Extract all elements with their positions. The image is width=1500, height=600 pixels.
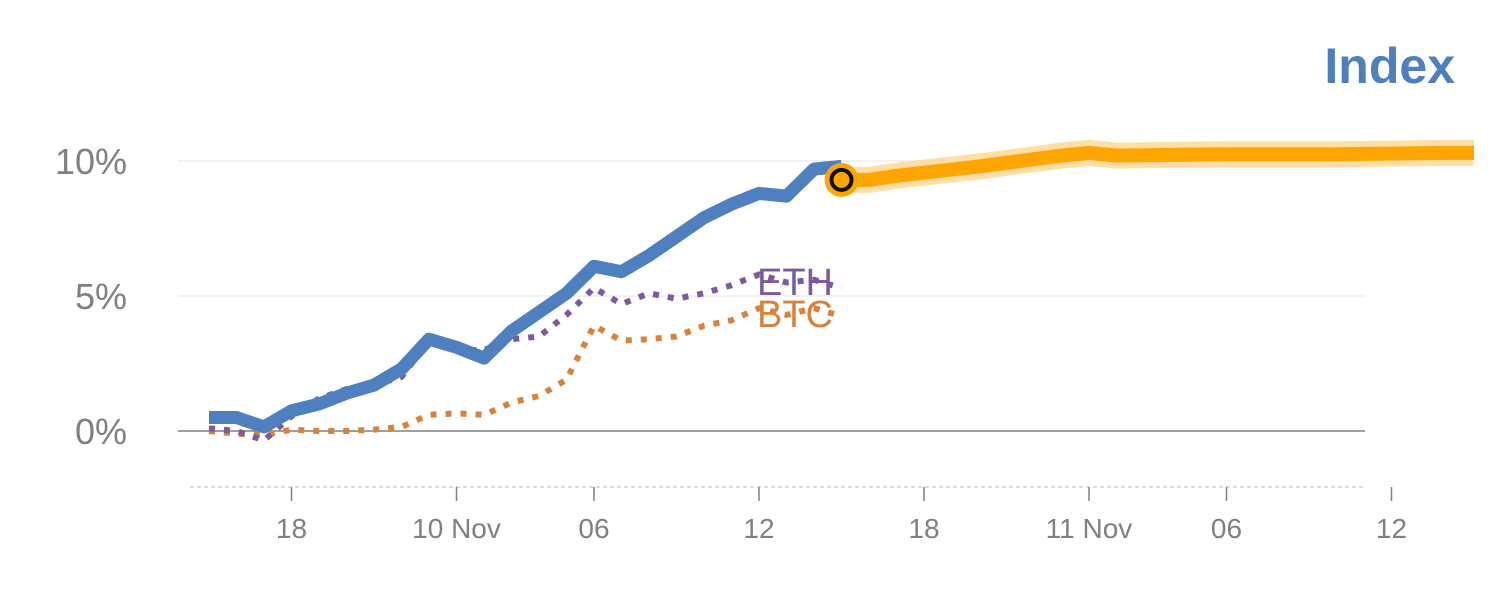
btc-label: BTC: [757, 294, 833, 336]
x-tick-label: 18: [908, 513, 939, 544]
current-point-marker: [829, 167, 854, 192]
y-tick-label: 5%: [75, 276, 127, 317]
x-tick-label: 06: [578, 513, 609, 544]
x-tick-label: 06: [1211, 513, 1242, 544]
eth-label: ETH: [757, 262, 833, 304]
eth-line: [208, 271, 843, 444]
chart-title: Index: [1324, 38, 1455, 94]
x-axis: 18 10 Nov 06 12 18 11 Nov 06 12: [190, 486, 1407, 544]
x-tick-label: 18: [276, 513, 307, 544]
x-tick-label: 11 Nov: [1046, 513, 1133, 544]
series-lines: [208, 139, 1474, 444]
x-tick-label: 10 Nov: [412, 513, 501, 544]
forecast-line: [841, 145, 1474, 187]
x-tick-label: 12: [743, 513, 774, 544]
y-tick-label: 0%: [75, 411, 127, 452]
gridlines: 0% 5% 10%: [55, 141, 1365, 452]
index-line: [209, 159, 843, 434]
btc-line: [208, 305, 843, 439]
x-tick-label: 12: [1376, 513, 1407, 544]
y-tick-label: 10%: [55, 141, 127, 182]
